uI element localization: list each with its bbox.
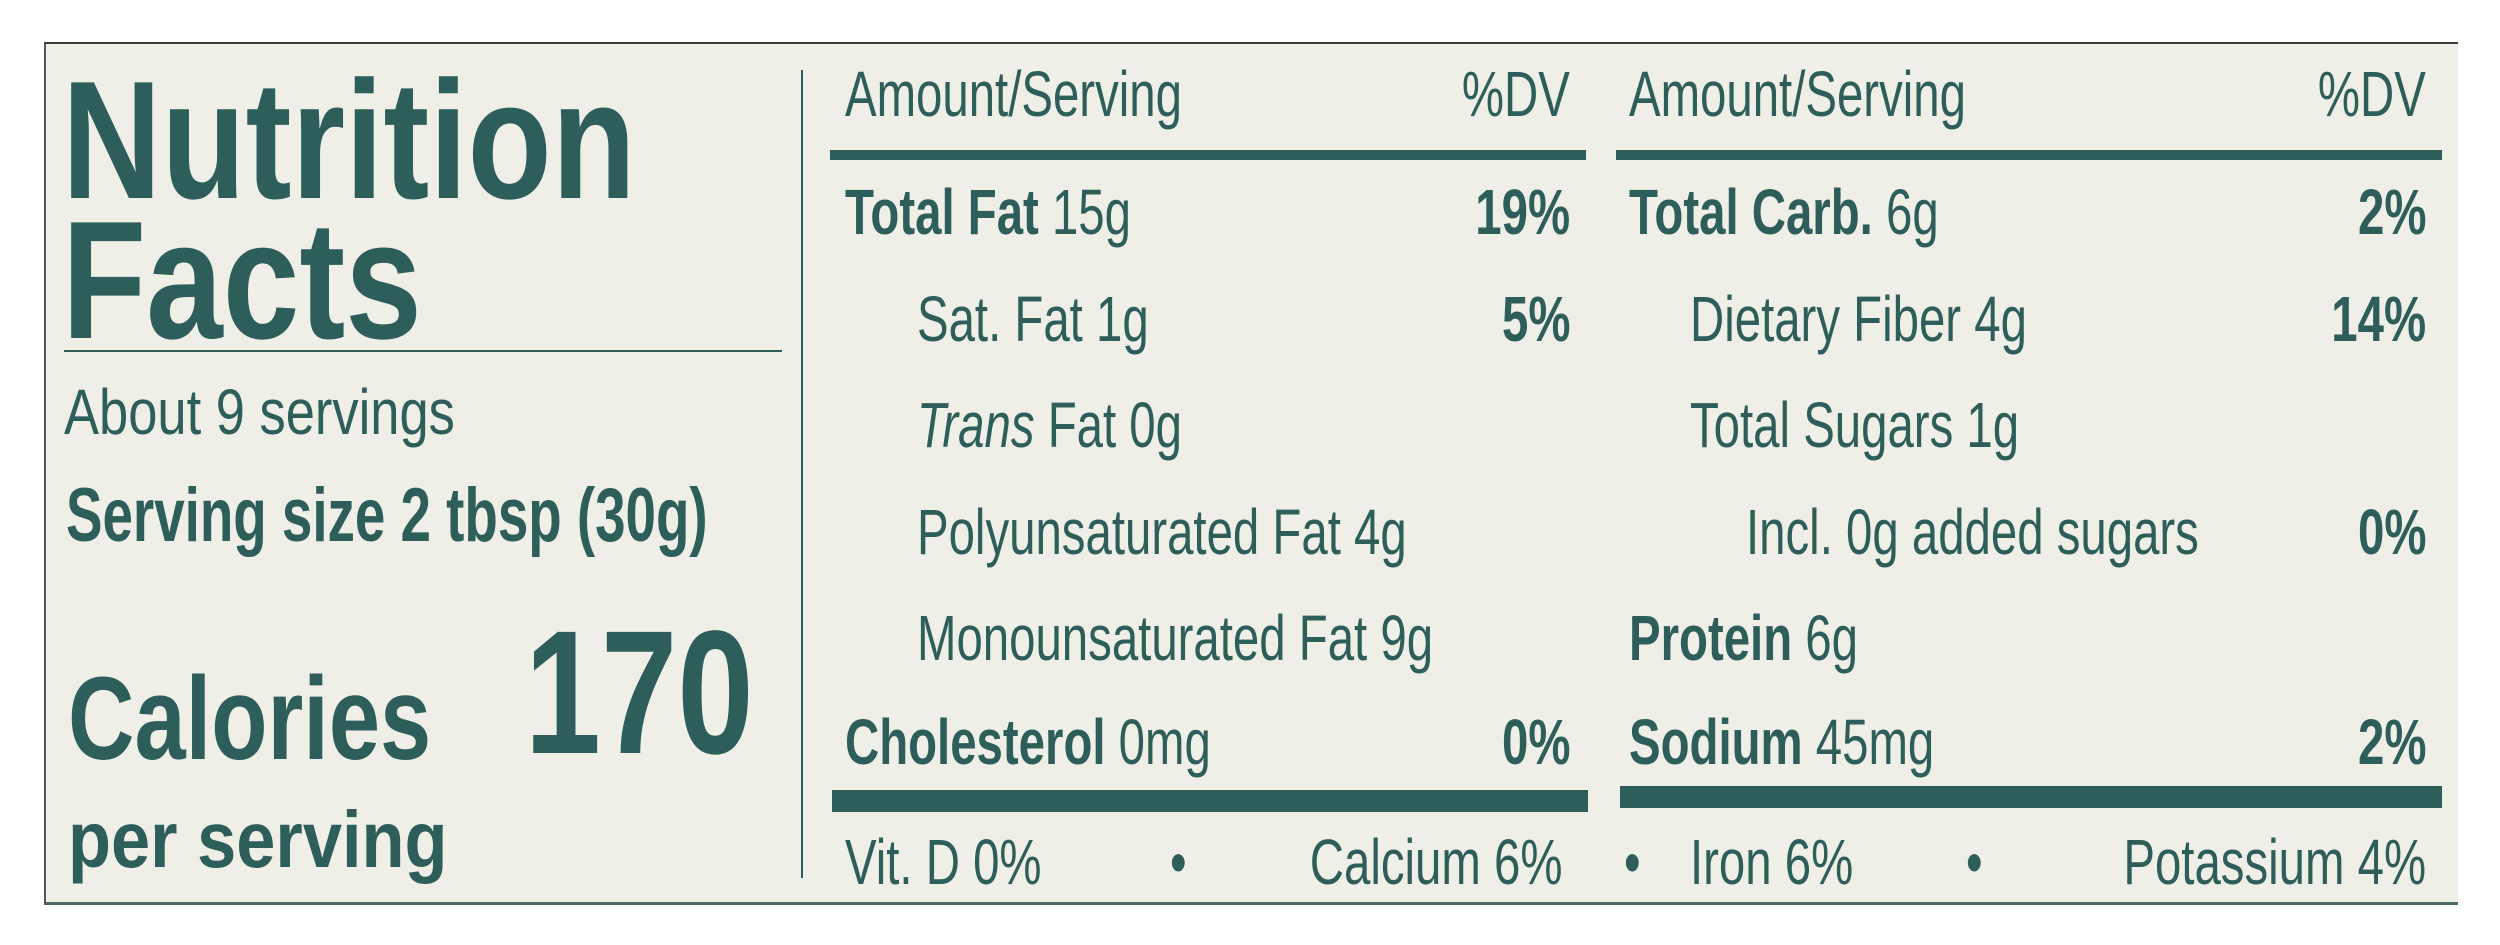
nutrient-row-sat-fat: Sat. Fat 1g xyxy=(917,283,1149,355)
per-serving: per serving xyxy=(68,795,448,884)
nutrient-row-protein: Protein 6g xyxy=(1629,602,1858,674)
bottom-rule-right xyxy=(1620,786,2442,808)
dv-sat-fat: 5% xyxy=(1501,283,1570,355)
header-rule-right xyxy=(1616,150,2442,160)
calories-value: 170 xyxy=(524,595,754,791)
header-rule-left xyxy=(830,150,1586,160)
potassium: Potassium 4% xyxy=(2123,826,2426,898)
calories-label: Calories xyxy=(68,653,432,785)
iron: Iron 6% xyxy=(1690,826,1854,898)
separator-dot: • xyxy=(1966,826,1983,898)
nutrient-row-monounsaturated-fat: Monounsaturated Fat 9g xyxy=(917,602,1434,674)
nutrient-row-total-sugars: Total Sugars 1g xyxy=(1690,389,2020,461)
header-amount-right: Amount/Serving xyxy=(1629,58,1966,130)
nutrient-row-total-fat: Total Fat 15g xyxy=(845,176,1131,248)
dv-added-sugars: 0% xyxy=(2357,496,2426,568)
bottom-rule-left xyxy=(832,790,1588,812)
header-amount-left: Amount/Serving xyxy=(845,58,1182,130)
title-nutrition: Nutrition xyxy=(62,46,636,234)
dv-dietary-fiber: 14% xyxy=(2331,283,2426,355)
vertical-divider xyxy=(801,70,803,878)
header-dv-right: %DV xyxy=(2318,58,2426,130)
servings-per-container: About 9 servings xyxy=(64,376,455,448)
vitamin-d: Vit. D 0% xyxy=(845,826,1042,898)
header-dv-left: %DV xyxy=(1462,58,1570,130)
dv-cholesterol: 0% xyxy=(1501,706,1570,778)
nutrient-row-total-carb: Total Carb. 6g xyxy=(1629,176,1939,248)
nutrient-row-dietary-fiber: Dietary Fiber 4g xyxy=(1690,283,2027,355)
serving-size: Serving size 2 tbsp (30g) xyxy=(66,473,708,558)
nutrient-row-added-sugars: Incl. 0g added sugars xyxy=(1746,496,2199,568)
nutrient-row-cholesterol: Cholesterol 0mg xyxy=(845,706,1211,778)
nutrient-row-polyunsaturated-fat: Polyunsaturated Fat 4g xyxy=(917,496,1407,568)
title-facts: Facts xyxy=(62,186,422,374)
separator-dot: • xyxy=(1170,826,1187,898)
nutrition-facts-label xyxy=(44,42,2458,905)
separator-dot: • xyxy=(1624,826,1641,898)
nutrient-row-sodium: Sodium 45mg xyxy=(1629,706,1935,778)
calcium: Calcium 6% xyxy=(1309,826,1562,898)
dv-sodium: 2% xyxy=(2357,706,2426,778)
nutrient-row-trans-fat: Trans Fat 0g xyxy=(917,389,1182,461)
dv-total-carb: 2% xyxy=(2357,176,2426,248)
dv-total-fat: 19% xyxy=(1475,176,1570,248)
title-divider xyxy=(64,350,782,352)
